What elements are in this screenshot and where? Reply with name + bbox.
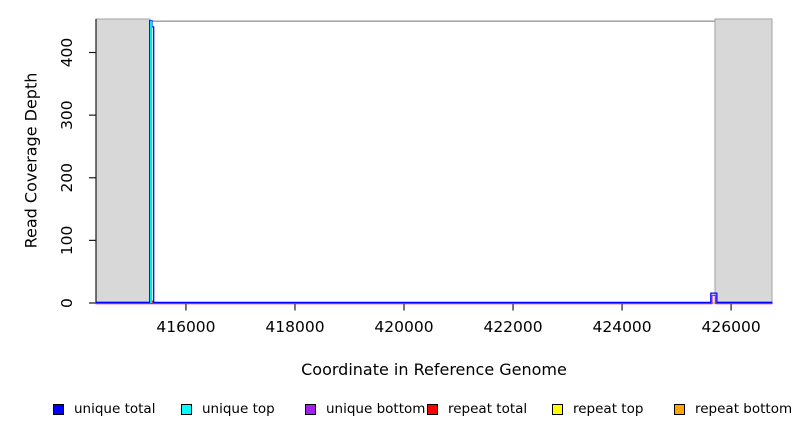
- y-tick-label: 300: [58, 100, 76, 130]
- x-tick-label: 418000: [265, 318, 324, 336]
- series-line-unique-top: [149, 20, 153, 304]
- y-tick-label: 0: [58, 298, 76, 308]
- y-tick-label: 400: [58, 38, 76, 68]
- series-line-unique-bottom: [95, 294, 773, 305]
- gray-region-right: [714, 18, 773, 303]
- x-tick-label: 426000: [702, 318, 761, 336]
- series-line-unique-total: [95, 19, 773, 304]
- x-tick-label: 420000: [374, 318, 433, 336]
- x-tick-label: 424000: [592, 318, 651, 336]
- x-axis-title: Coordinate in Reference Genome: [301, 360, 567, 379]
- x-tick-label: 422000: [483, 318, 542, 336]
- y-axis-title: Read Coverage Depth: [21, 72, 41, 249]
- y-tick-label: 200: [58, 163, 76, 193]
- y-tick-label: 100: [58, 226, 76, 256]
- gray-region-left: [95, 18, 151, 303]
- x-tick-label: 416000: [156, 318, 215, 336]
